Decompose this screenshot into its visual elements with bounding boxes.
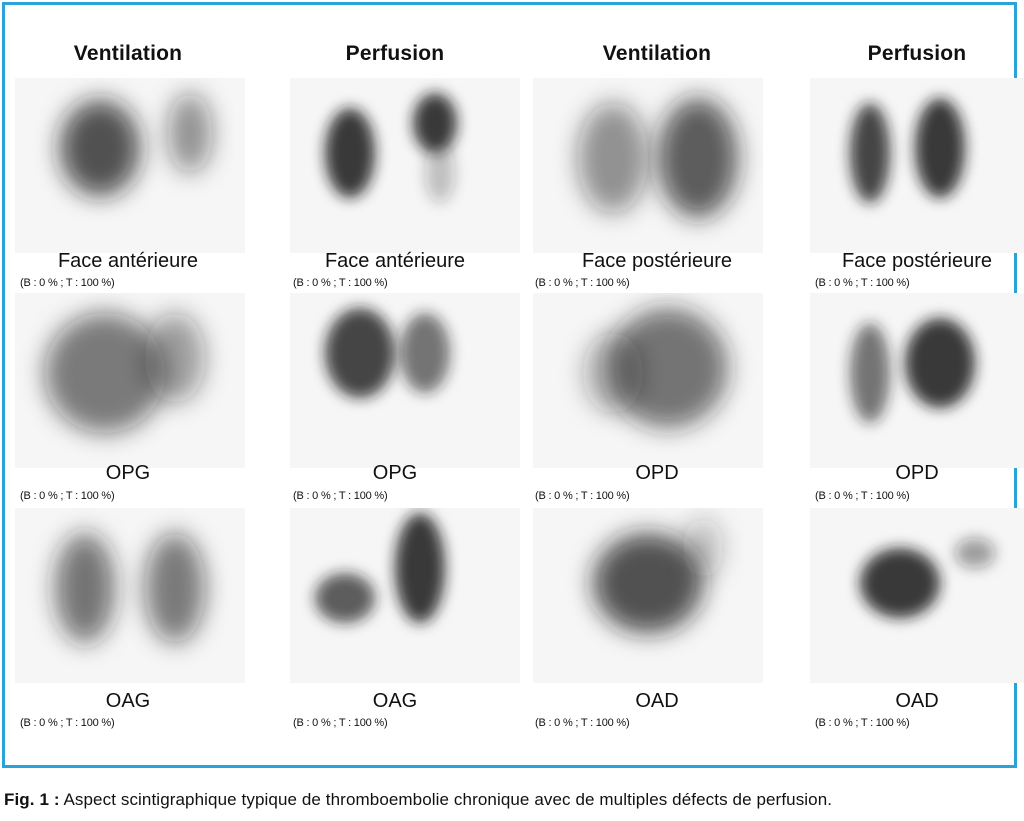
scan-image-r3-c3 bbox=[533, 508, 763, 683]
scale-label-r3-c2: (B : 0 % ; T : 100 %) bbox=[293, 717, 388, 729]
scan-image-r3-c1 bbox=[15, 508, 245, 683]
scan-image-r1-c4 bbox=[810, 78, 1024, 253]
scale-label-r3-c3: (B : 0 % ; T : 100 %) bbox=[535, 717, 630, 729]
scale-label-r2-c3: (B : 0 % ; T : 100 %) bbox=[535, 490, 630, 502]
scale-label-r1-c1: (B : 0 % ; T : 100 %) bbox=[20, 277, 115, 289]
view-label-r1-c1: Face antérieure bbox=[57, 250, 199, 272]
scale-label-r1-c2: (B : 0 % ; T : 100 %) bbox=[293, 277, 388, 289]
scan-image-r2-c2 bbox=[290, 293, 520, 468]
view-label-r3-c4: OAD bbox=[895, 690, 939, 712]
view-label-r1-c4: Face postérieure bbox=[841, 250, 993, 272]
scan-image-r2-c3 bbox=[533, 293, 763, 468]
scan-image-r3-c2 bbox=[290, 508, 520, 683]
scan-image-r2-c1 bbox=[15, 293, 245, 468]
view-label-r1-c3: Face postérieure bbox=[581, 250, 733, 272]
view-label-r2-c3: OPD bbox=[635, 462, 679, 484]
view-label-r3-c2: OAG bbox=[372, 690, 418, 712]
scan-image-r1-c1 bbox=[15, 78, 245, 253]
scale-label-r1-c4: (B : 0 % ; T : 100 %) bbox=[815, 277, 910, 289]
column-header-3: Ventilation bbox=[602, 42, 712, 65]
scale-label-r2-c1: (B : 0 % ; T : 100 %) bbox=[20, 490, 115, 502]
column-header-1: Ventilation bbox=[73, 42, 183, 65]
scan-image-r1-c2 bbox=[290, 78, 520, 253]
caption-lead: Fig. 1 : bbox=[4, 790, 60, 809]
column-header-2: Perfusion bbox=[345, 42, 445, 65]
view-label-r1-c2: Face antérieure bbox=[324, 250, 466, 272]
scan-image-r1-c3 bbox=[533, 78, 763, 253]
figure-caption: Fig. 1 : Aspect scintigraphique typique … bbox=[4, 790, 1024, 810]
view-label-r2-c2: OPG bbox=[372, 462, 418, 484]
view-label-r2-c1: OPG bbox=[105, 462, 151, 484]
column-header-4: Perfusion bbox=[867, 42, 967, 65]
scale-label-r3-c4: (B : 0 % ; T : 100 %) bbox=[815, 717, 910, 729]
view-label-r3-c3: OAD bbox=[635, 690, 679, 712]
view-label-r3-c1: OAG bbox=[105, 690, 151, 712]
caption-text: Aspect scintigraphique typique de thromb… bbox=[59, 790, 833, 809]
scale-label-r1-c3: (B : 0 % ; T : 100 %) bbox=[535, 277, 630, 289]
scale-label-r2-c2: (B : 0 % ; T : 100 %) bbox=[293, 490, 388, 502]
scan-image-r2-c4 bbox=[810, 293, 1024, 468]
scale-label-r3-c1: (B : 0 % ; T : 100 %) bbox=[20, 717, 115, 729]
scan-image-r3-c4 bbox=[810, 508, 1024, 683]
scale-label-r2-c4: (B : 0 % ; T : 100 %) bbox=[815, 490, 910, 502]
view-label-r2-c4: OPD bbox=[895, 462, 939, 484]
